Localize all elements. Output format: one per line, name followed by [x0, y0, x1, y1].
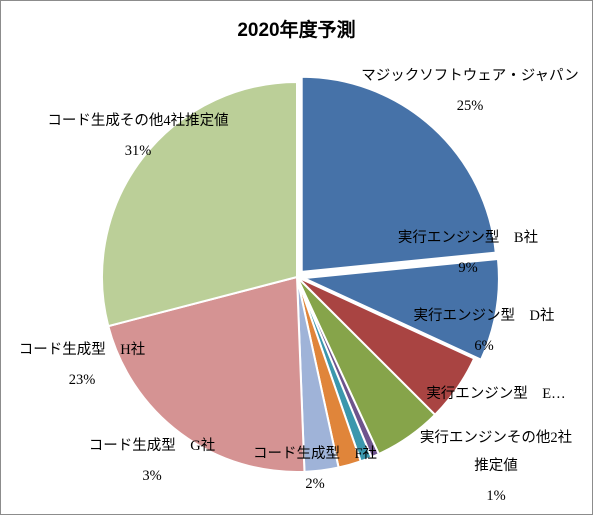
pie-slice-0 — [300, 75, 497, 273]
chart-title: 2020年度予測 — [237, 20, 356, 41]
slice-label-magic-software: マジックソフトウェア・ジャパン — [361, 67, 579, 84]
slice-value-codegen-other: 31% — [125, 143, 152, 159]
slice-label-codegen-f: コード生成型 F社 — [253, 445, 377, 462]
slice-value-codegen-g: 3% — [142, 468, 161, 484]
slice-value-engine-d: 6% — [474, 338, 493, 354]
slice-label-engine-d: 実行エンジン型 D社 — [414, 307, 555, 324]
slice-label-engine-b: 実行エンジン型 B社 — [398, 229, 538, 246]
pie-slice-9 — [101, 80, 298, 328]
slice-value-codegen-h: 23% — [69, 372, 96, 388]
slice-value-codegen-f: 2% — [305, 476, 324, 492]
slice-label-codegen-h: コード生成型 H社 — [19, 341, 145, 358]
slice-label-engine-other-line2: 推定値 — [474, 457, 518, 474]
pie-labels: マジックソフトウェア・ジャパン 25% 実行エンジン型 B社 9% 実行エンジン… — [19, 67, 579, 504]
slice-value-engine-other: 1% — [486, 488, 505, 504]
pie-slice-8 — [107, 275, 306, 473]
slice-label-codegen-g: コード生成型 G社 — [89, 437, 215, 454]
slice-value-magic-software: 25% — [457, 98, 484, 114]
slice-value-engine-b: 9% — [458, 260, 477, 276]
pie-slice-1 — [300, 257, 500, 362]
pie-slices — [101, 75, 500, 473]
slice-label-codegen-other: コード生成その他4社推定値 — [47, 112, 228, 129]
slice-label-engine-other-line1: 実行エンジンその他2社 — [420, 429, 572, 446]
slice-label-engine-e: 実行エンジン型 E… — [426, 385, 565, 402]
